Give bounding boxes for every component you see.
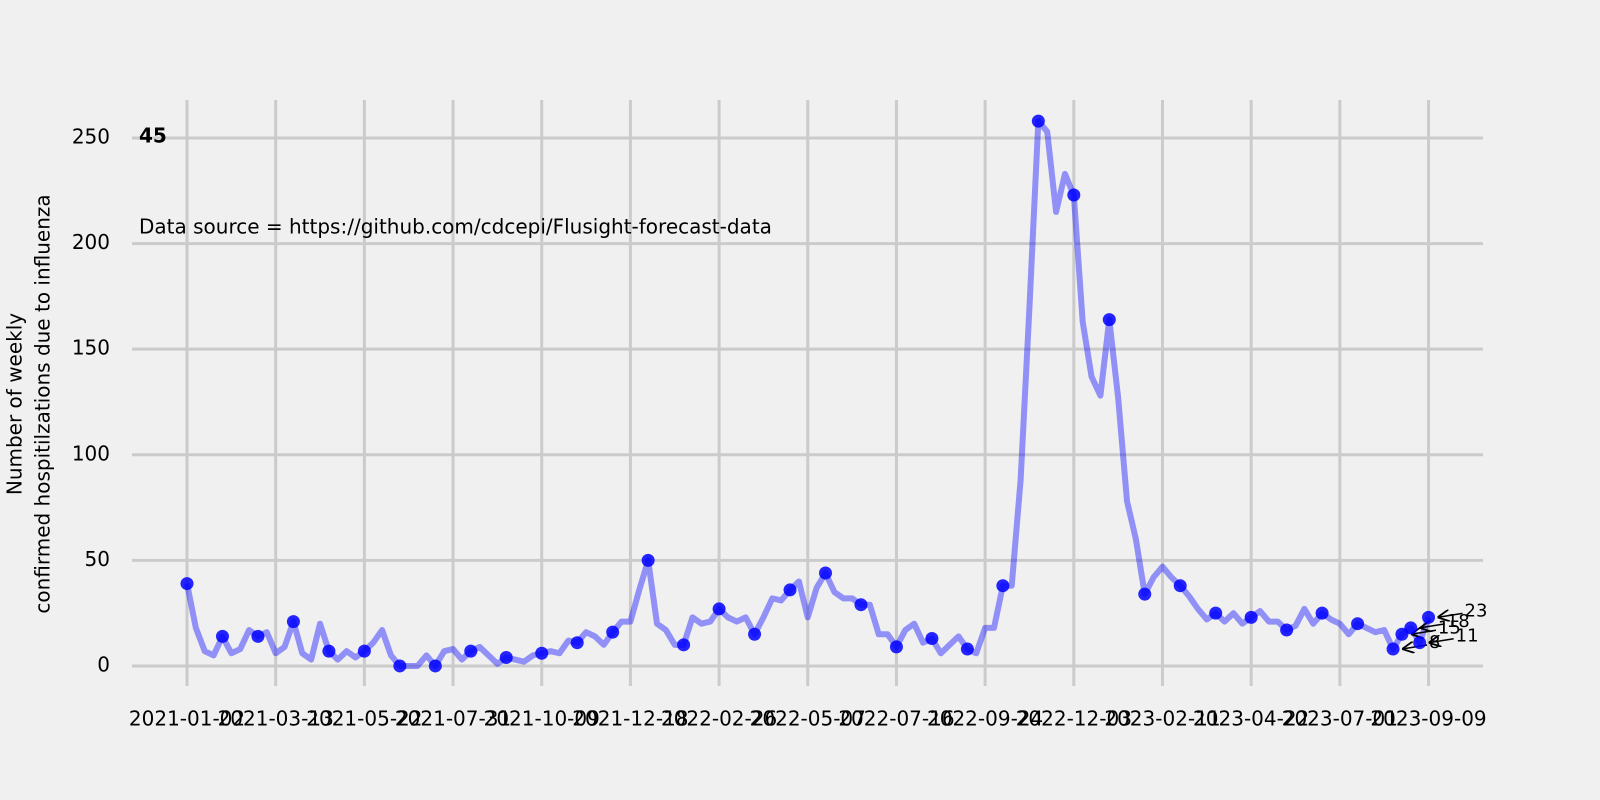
data-point xyxy=(570,636,584,650)
data-point xyxy=(1244,610,1258,624)
grid xyxy=(132,100,1483,686)
annotation-arrow xyxy=(1420,624,1445,628)
data-point xyxy=(1067,188,1081,202)
y-tick-label: 100 xyxy=(72,441,110,465)
annotation-arrow xyxy=(1429,639,1454,643)
data-point xyxy=(783,583,797,597)
data-point xyxy=(1413,636,1427,650)
data-point xyxy=(960,642,974,656)
data-point xyxy=(1422,610,1436,624)
data-point xyxy=(819,566,833,580)
y-label-line: Number of weekly xyxy=(3,313,27,495)
data-point xyxy=(1404,621,1418,635)
data-point xyxy=(1138,587,1152,601)
data-point xyxy=(428,659,442,673)
y-tick-label: 50 xyxy=(85,547,110,571)
data-point xyxy=(1351,617,1365,631)
annotation-arrow xyxy=(1438,613,1463,617)
data-point xyxy=(393,659,407,673)
data-point xyxy=(712,602,726,616)
data-point xyxy=(251,629,265,643)
x-tick-label: 2021-12-18 xyxy=(572,707,688,731)
data-point xyxy=(322,644,336,658)
x-tick-label: 2021-10-09 xyxy=(484,707,600,731)
data-point xyxy=(180,577,194,591)
y-tick-label: 250 xyxy=(72,125,110,149)
x-tick-label: 2021-03-13 xyxy=(218,707,334,731)
x-tick-label: 2022-09-24 xyxy=(927,707,1043,731)
data-label: 11 xyxy=(1456,626,1479,647)
series-line xyxy=(184,118,1432,669)
annotation: Data source = https://github.com/cdcepi/… xyxy=(139,215,772,239)
data-point xyxy=(677,638,691,652)
x-tick-label: 2022-05-07 xyxy=(750,707,866,731)
data-point xyxy=(996,579,1010,593)
data-point xyxy=(1209,606,1223,620)
x-tick-label: 2023-02-11 xyxy=(1104,707,1220,731)
data-point xyxy=(1173,579,1187,593)
x-tick-label: 2021-05-22 xyxy=(306,707,422,731)
x-tick-label: 2023-09-09 xyxy=(1370,707,1486,731)
x-tick-label: 2022-12-03 xyxy=(1016,707,1132,731)
data-point xyxy=(499,650,513,664)
x-tick-label: 2023-07-01 xyxy=(1282,707,1398,731)
x-tick-label: 2023-04-22 xyxy=(1193,707,1309,731)
y-tick-label: 200 xyxy=(72,230,110,254)
y-axis-label: Number of weekly confirmed hospitilzatio… xyxy=(3,194,55,613)
data-point xyxy=(464,644,478,658)
data-point xyxy=(925,631,939,645)
data-point xyxy=(357,644,371,658)
data-point xyxy=(1386,642,1400,656)
data-point xyxy=(1280,623,1294,637)
data-point xyxy=(215,629,229,643)
data-point xyxy=(1102,313,1116,327)
y-tick-label: 150 xyxy=(72,336,110,360)
data-point xyxy=(748,627,762,641)
data-point xyxy=(1031,114,1045,128)
data-point xyxy=(535,646,549,660)
x-tick-label: 2021-01-02 xyxy=(129,707,245,731)
y-tick-label: 0 xyxy=(97,652,110,676)
data-label: 15 xyxy=(1438,617,1461,638)
data-label: 23 xyxy=(1465,600,1488,621)
data-point xyxy=(606,625,620,639)
data-point xyxy=(641,553,655,567)
x-tick-label: 2021-07-31 xyxy=(395,707,511,731)
data-point xyxy=(889,640,903,654)
data-label: 18 xyxy=(1447,611,1470,632)
data-point xyxy=(286,615,300,629)
data-point xyxy=(854,598,868,612)
data-point xyxy=(1315,606,1329,620)
chart-title: 45 xyxy=(139,124,167,148)
y-label-line: confirmed hospitilzations due to influen… xyxy=(31,194,55,613)
x-tick-label: 2022-02-26 xyxy=(661,707,777,731)
x-tick-label: 2022-07-16 xyxy=(838,707,954,731)
